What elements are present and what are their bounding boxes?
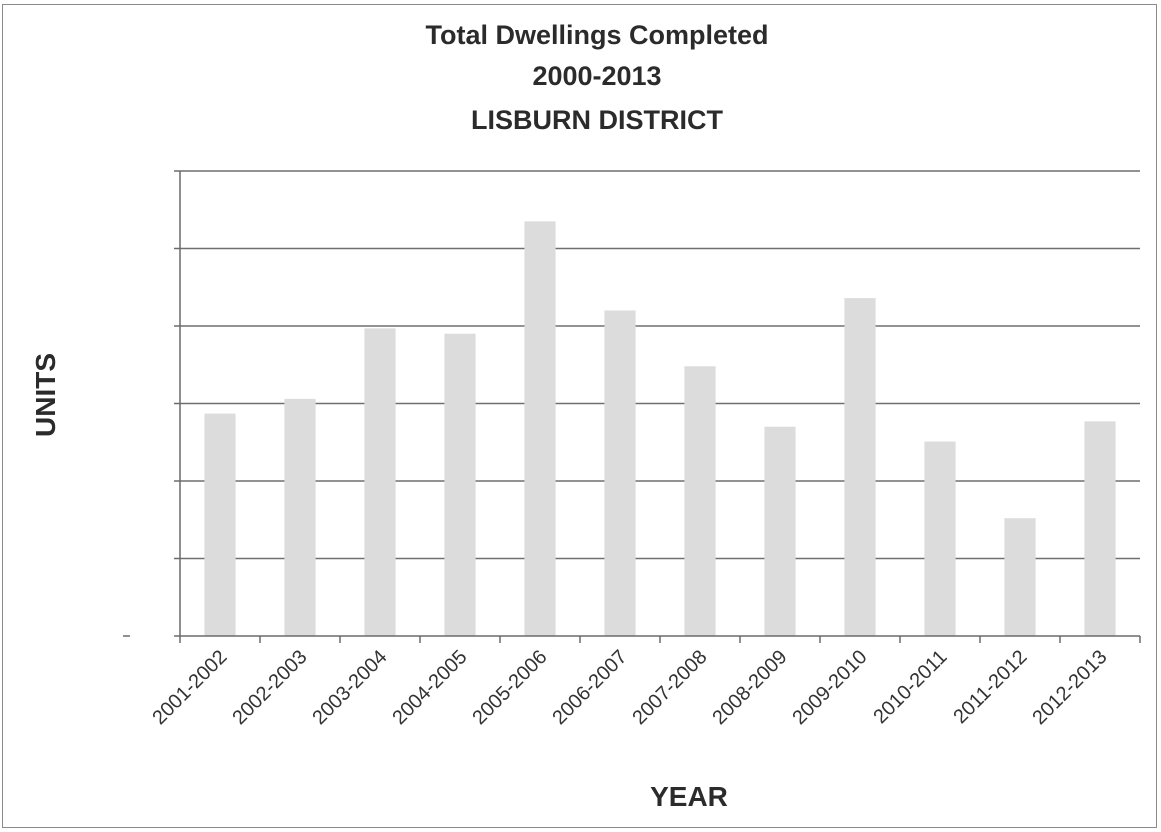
x-tick-label: 2009-2010 — [788, 646, 871, 729]
chart-title-line-2: 2000-2013 — [532, 61, 661, 91]
bar-2010-2011 — [924, 441, 956, 636]
chart-title-line-3: LISBURN DISTRICT — [471, 105, 723, 135]
x-tick-label: 2003-2004 — [308, 646, 391, 729]
x-tick-labels: 2001-20022002-20032003-20042004-20052005… — [148, 646, 1111, 729]
x-tick-label: 2011-2012 — [949, 646, 1031, 728]
bar-2005-2006 — [524, 221, 556, 636]
x-tick-label: 2005-2006 — [468, 646, 551, 729]
x-axis-title: YEAR — [650, 781, 728, 812]
y-axis-title: UNITS — [30, 353, 61, 437]
x-tick-label: 2007-2008 — [628, 646, 711, 729]
chart-frame — [2, 4, 1157, 828]
x-tick-label: 2001-2002 — [148, 646, 231, 729]
bar-2011-2012 — [1004, 518, 1036, 636]
x-tick-label: 2006-2007 — [548, 646, 631, 729]
x-tick-label: 2008-2009 — [708, 646, 791, 729]
x-tick-label: 2004-2005 — [388, 646, 471, 729]
chart-title: Total Dwellings Completed 2000-2013 LISB… — [425, 20, 768, 135]
bar-2001-2002 — [204, 413, 236, 636]
x-tick-label: 2002-2003 — [228, 646, 311, 729]
axes — [123, 170, 1141, 643]
x-tick-label: 2012-2013 — [1028, 646, 1111, 729]
bar-2009-2010 — [844, 298, 876, 636]
gridlines — [180, 170, 1140, 560]
bar-2012-2013 — [1084, 421, 1116, 636]
bar-2008-2009 — [764, 426, 796, 636]
bar-2002-2003 — [284, 398, 316, 636]
bar-2004-2005 — [444, 333, 476, 636]
bar-2003-2004 — [364, 328, 396, 636]
bar-2007-2008 — [684, 366, 716, 636]
x-tick-label: 2010-2011 — [869, 646, 951, 728]
chart-title-line-1: Total Dwellings Completed — [425, 20, 768, 50]
bars — [204, 221, 1116, 636]
bar-2006-2007 — [604, 310, 636, 636]
